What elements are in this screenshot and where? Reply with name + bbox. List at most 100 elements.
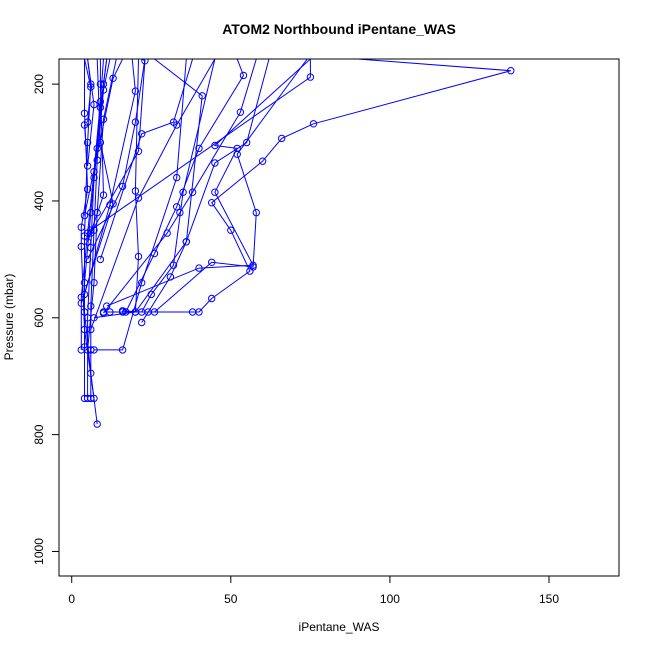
series-line — [84, 59, 124, 216]
series-25 — [83, 59, 108, 246]
data-point — [134, 147, 143, 156]
series-line — [90, 59, 311, 231]
data-point — [246, 267, 254, 275]
data-point — [239, 71, 248, 80]
y-axis-label: Pressure (mbar) — [2, 274, 16, 361]
data-point — [211, 159, 219, 167]
series-line — [94, 59, 187, 351]
series-15 — [103, 59, 311, 310]
data-point — [173, 173, 181, 182]
plot-area — [77, 59, 515, 428]
data-point — [96, 80, 105, 88]
data-point — [103, 302, 111, 310]
data-point — [182, 238, 191, 246]
data-point — [134, 194, 143, 202]
data-point — [195, 308, 203, 316]
x-tick-label: 150 — [539, 592, 559, 606]
data-point — [138, 318, 146, 327]
data-point — [173, 121, 181, 129]
data-point — [195, 264, 203, 272]
x-axis-label: iPentane_WAS — [299, 620, 380, 634]
data-point — [131, 87, 140, 95]
data-point — [87, 244, 95, 252]
data-point — [83, 162, 92, 170]
series-line — [90, 59, 216, 330]
data-point — [90, 100, 98, 109]
data-point — [236, 108, 245, 116]
data-point — [80, 308, 89, 316]
series-line — [80, 59, 95, 399]
y-axis: 200 400 600 800 1000 — [32, 74, 60, 565]
data-point — [258, 157, 267, 165]
series-27 — [80, 59, 98, 170]
y-tick-label: 200 — [32, 74, 46, 94]
data-point — [80, 121, 89, 129]
x-tick-label: 50 — [224, 592, 238, 606]
data-point — [93, 208, 101, 217]
data-point — [211, 188, 219, 196]
data-point — [278, 134, 286, 143]
series-line — [103, 59, 511, 313]
series-line — [141, 59, 270, 323]
series-13 — [144, 59, 308, 316]
data-point — [99, 191, 108, 199]
series-8 — [90, 59, 187, 354]
data-point — [169, 261, 178, 269]
data-point — [80, 232, 89, 240]
data-point — [80, 211, 89, 220]
data-point — [83, 138, 92, 147]
data-point — [195, 144, 203, 153]
data-point — [122, 308, 130, 316]
data-point — [188, 188, 197, 196]
data-point — [233, 144, 241, 153]
data-point — [138, 130, 146, 138]
data-point — [93, 420, 101, 428]
data-point — [227, 226, 235, 234]
data-point — [87, 325, 95, 334]
data-point — [90, 279, 98, 287]
data-point — [80, 109, 89, 118]
x-tick-label: 0 — [68, 592, 75, 606]
data-point — [249, 261, 257, 269]
data-point — [243, 138, 251, 147]
data-point — [131, 308, 140, 316]
data-point — [90, 346, 98, 354]
data-point — [90, 173, 98, 182]
series-14 — [99, 59, 515, 316]
series-line — [93, 59, 203, 319]
data-point — [87, 302, 95, 310]
series-line — [109, 59, 245, 313]
series-17 — [106, 59, 248, 316]
series-line — [103, 59, 257, 314]
series-line — [106, 59, 311, 307]
x-axis: 0 50 100 150 — [68, 575, 559, 606]
data-point — [309, 120, 318, 128]
data-point — [83, 255, 92, 264]
series-line — [80, 59, 114, 304]
data-point — [208, 294, 216, 303]
data-point — [83, 238, 92, 246]
series-line — [87, 59, 105, 242]
series-line — [84, 59, 92, 123]
data-point — [198, 92, 206, 100]
series-24 — [80, 59, 124, 220]
data-point — [134, 252, 143, 261]
y-tick-label: 600 — [32, 307, 46, 327]
data-point — [118, 182, 127, 191]
series-line — [99, 59, 194, 260]
data-point — [80, 290, 89, 299]
series-28 — [87, 59, 216, 334]
y-tick-label: 1000 — [32, 538, 46, 565]
chart-title: ATOM2 Northbound iPentane_WAS — [222, 21, 456, 37]
data-point — [77, 299, 86, 307]
data-point — [96, 255, 105, 264]
data-point — [507, 67, 515, 75]
series-line — [84, 59, 95, 166]
data-point — [208, 258, 216, 266]
y-tick-label: 800 — [32, 424, 46, 444]
data-point — [96, 103, 105, 112]
data-point — [87, 369, 95, 377]
data-point — [252, 208, 260, 217]
data-point — [131, 187, 140, 195]
